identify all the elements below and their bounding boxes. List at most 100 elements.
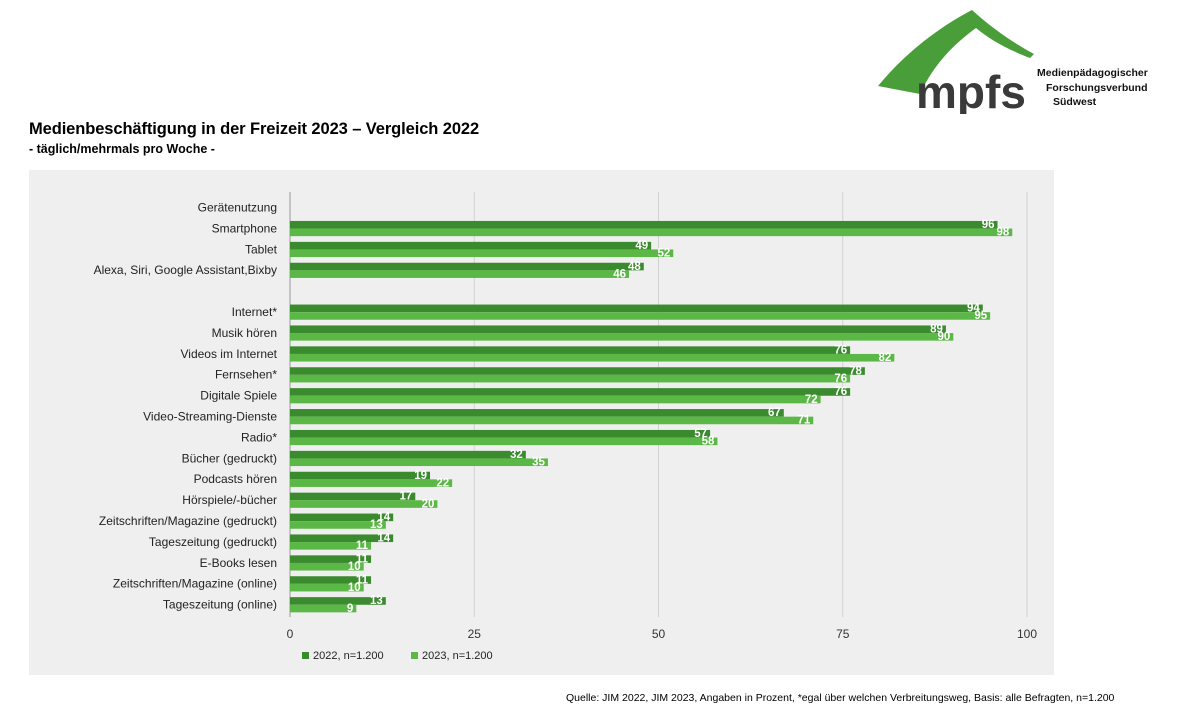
data-label: 13: [370, 595, 383, 607]
data-label: 89: [930, 323, 943, 335]
data-label: 94: [967, 303, 980, 315]
data-label: 19: [414, 470, 427, 482]
category-label: Bücher (gedruckt): [182, 451, 277, 465]
bar-2023: [290, 458, 548, 467]
data-label: 95: [974, 310, 987, 322]
bar-2023: [290, 353, 895, 362]
logo-line-3: Südwest: [1053, 96, 1097, 108]
x-tick-label: 75: [836, 627, 850, 641]
legend-label: 2023, n=1.200: [422, 650, 493, 662]
data-label: 48: [628, 261, 641, 273]
page-title: Medienbeschäftigung in der Freizeit 2023…: [29, 120, 480, 138]
bar-2023: [290, 521, 386, 529]
category-label: Tageszeitung (online): [163, 598, 277, 612]
category-label: Musik hören: [212, 326, 277, 340]
bar-2022: [290, 534, 394, 543]
data-label: 82: [879, 352, 892, 364]
logo-line-2: Forschungsverbund: [1046, 81, 1148, 94]
bar-2023: [290, 395, 821, 404]
data-label: 11: [356, 574, 369, 586]
bar-2022: [290, 450, 526, 459]
x-tick-label: 25: [468, 627, 482, 641]
category-label: Video-Streaming-Dienste: [143, 409, 277, 423]
legend-swatch: [411, 652, 418, 659]
bar-2022: [290, 492, 416, 501]
bar-2023: [290, 562, 364, 571]
bar-2022: [290, 471, 431, 480]
source-note: Quelle: JIM 2022, JIM 2023, Angaben in P…: [566, 692, 1115, 704]
bar-2023: [290, 374, 851, 383]
data-label: 76: [834, 373, 847, 385]
data-label: 98: [996, 227, 1009, 239]
data-label: 10: [348, 582, 361, 594]
category-label: Hörspiele/-bücher: [182, 493, 277, 507]
logo-wordmark: mpfs: [916, 66, 1026, 114]
category-label: Fernsehen*: [215, 368, 277, 382]
category-label: Alexa, Siri, Google Assistant,Bixby: [94, 263, 277, 277]
data-label: 76: [834, 386, 847, 398]
category-label: Radio*: [241, 430, 277, 444]
category-label: Internet*: [232, 305, 278, 319]
legend-label: 2022, n=1.200: [313, 650, 384, 662]
bar-2022: [290, 220, 998, 229]
category-label: Podcasts hören: [194, 472, 277, 486]
logo-line-1: Medienpädagogischer: [1037, 67, 1148, 79]
bar-2023: [290, 583, 364, 592]
data-label: 46: [613, 268, 626, 280]
category-label: Zeitschriften/Magazine (gedruckt): [99, 514, 277, 528]
bar-2023: [290, 270, 630, 278]
bar-2023: [290, 479, 453, 487]
data-label: 11: [356, 553, 369, 565]
bar-2023: [290, 500, 438, 508]
category-label: Smartphone: [212, 221, 278, 235]
bar-2023: [290, 542, 372, 550]
bar-2023: [290, 228, 1013, 237]
category-label: Digitale Spiele: [200, 389, 277, 403]
data-label: 67: [768, 407, 781, 419]
category-label: Videos im Internet: [181, 347, 278, 361]
bar-2022: [290, 409, 784, 417]
data-label: 32: [510, 449, 523, 461]
bar-2023: [290, 604, 357, 613]
category-label: Tablet: [245, 242, 278, 256]
bar-2022: [290, 513, 394, 522]
logo-org-name: Medienpädagogischer Forschungsverbund Sü…: [1037, 66, 1148, 110]
bar-2022: [290, 262, 644, 271]
bar-2022: [290, 325, 946, 334]
bar-chart: 0 25 50 75 100 Gerätenutzung Smartphone Tablet A…: [94, 192, 1037, 662]
x-tick-label: 0: [287, 627, 294, 641]
bar-2022: [290, 367, 865, 375]
data-label: 78: [849, 365, 862, 377]
mpfs-logo: mpfs: [876, 8, 1150, 118]
bar-2022: [290, 429, 711, 438]
bar-2023: [290, 312, 991, 320]
bar-2022: [290, 576, 372, 584]
bar-2022: [290, 555, 372, 563]
category-label: Tageszeitung (gedruckt): [149, 535, 277, 549]
data-label: 9: [347, 603, 353, 615]
data-label: 35: [532, 456, 545, 468]
category-label: E-Books lesen: [200, 556, 277, 570]
bar-2022: [290, 597, 386, 605]
data-label: 22: [436, 477, 449, 489]
data-label: 10: [348, 561, 361, 573]
data-label: 17: [399, 491, 412, 503]
chart-panel: 0 25 50 75 100 Gerätenutzung Smartphone Tablet A…: [29, 170, 1054, 675]
category-label: Zeitschriften/Magazine (online): [113, 577, 277, 591]
data-label: 71: [797, 415, 810, 427]
data-label: 52: [657, 247, 670, 259]
bar-2023: [290, 437, 718, 446]
x-tick-label: 50: [652, 627, 666, 641]
data-label: 96: [982, 219, 995, 231]
bar-2022: [290, 304, 983, 313]
data-label: 90: [938, 331, 951, 343]
bar-2022: [290, 241, 652, 250]
category-label: Gerätenutzung: [198, 200, 277, 214]
bar-2023: [290, 249, 674, 258]
bar-2023: [290, 333, 954, 341]
legend-swatch: [302, 652, 309, 659]
mpfs-logo-graphic: mpfs: [878, 10, 1034, 118]
data-label: 49: [635, 240, 648, 252]
x-tick-label: 100: [1017, 627, 1037, 641]
data-label: 11: [356, 540, 369, 552]
